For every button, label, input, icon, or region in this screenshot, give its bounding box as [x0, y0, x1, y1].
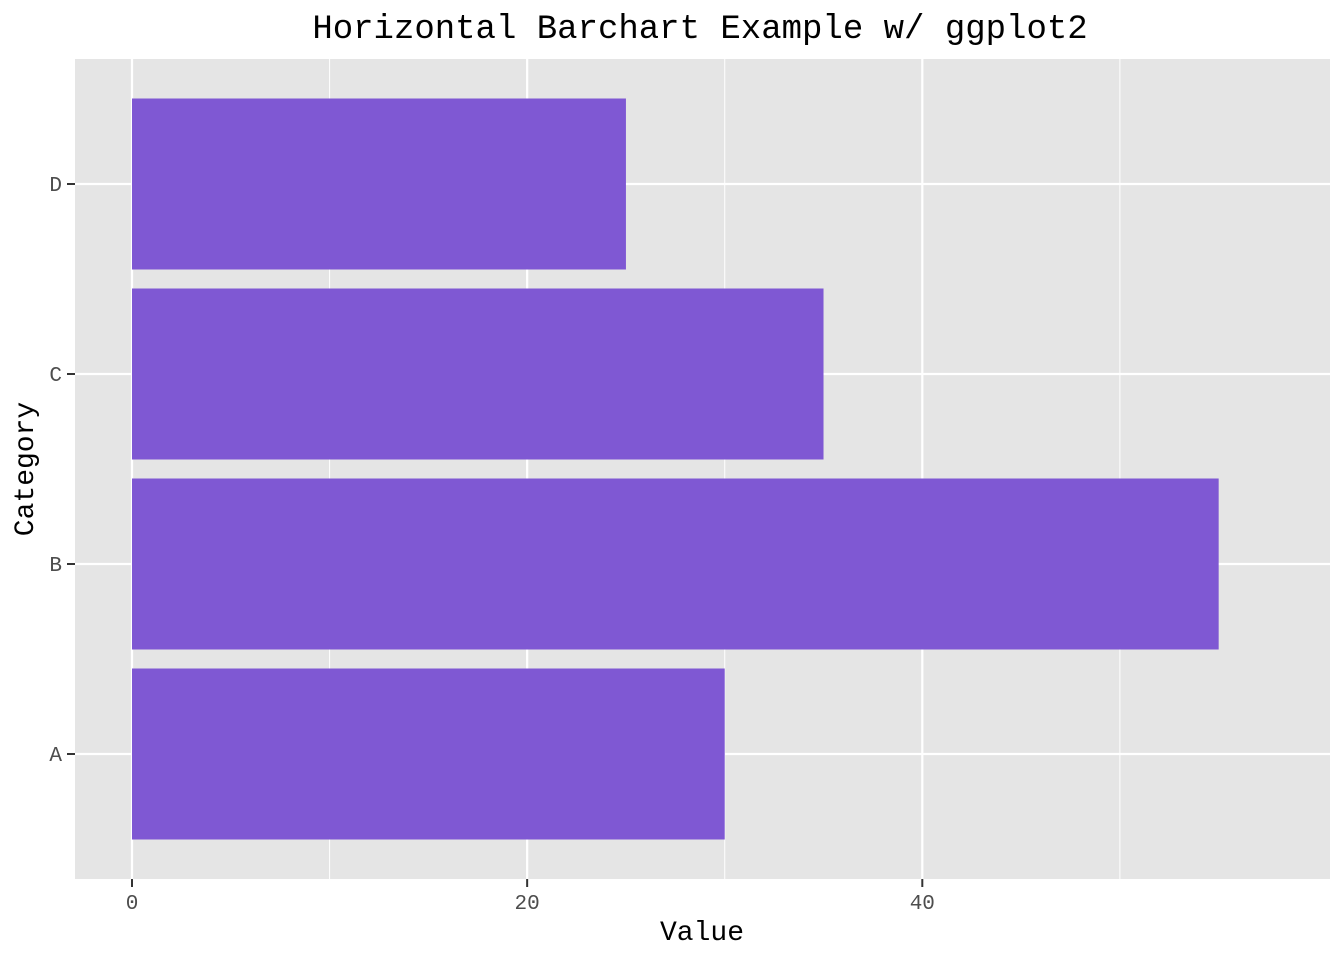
x-tick-label: 40: [910, 893, 935, 916]
y-axis-title: Category: [11, 402, 42, 536]
y-tick-label: D: [49, 175, 62, 198]
bar-c: [132, 288, 824, 460]
x-tick-label: 0: [126, 893, 139, 916]
y-axis: A B C D: [49, 175, 75, 768]
y-tick-label: A: [49, 745, 62, 768]
bar-a: [132, 668, 725, 840]
x-axis: 0 20 40: [126, 879, 935, 916]
bar-d: [132, 98, 626, 270]
bars: [132, 98, 1219, 840]
bar-b: [132, 478, 1219, 650]
x-axis-title: Value: [660, 918, 744, 949]
chart-title: Horizontal Barchart Example w/ ggplot2: [312, 11, 1087, 49]
y-tick-label: B: [49, 555, 62, 578]
x-tick-label: 20: [515, 893, 540, 916]
y-tick-label: C: [49, 365, 62, 388]
